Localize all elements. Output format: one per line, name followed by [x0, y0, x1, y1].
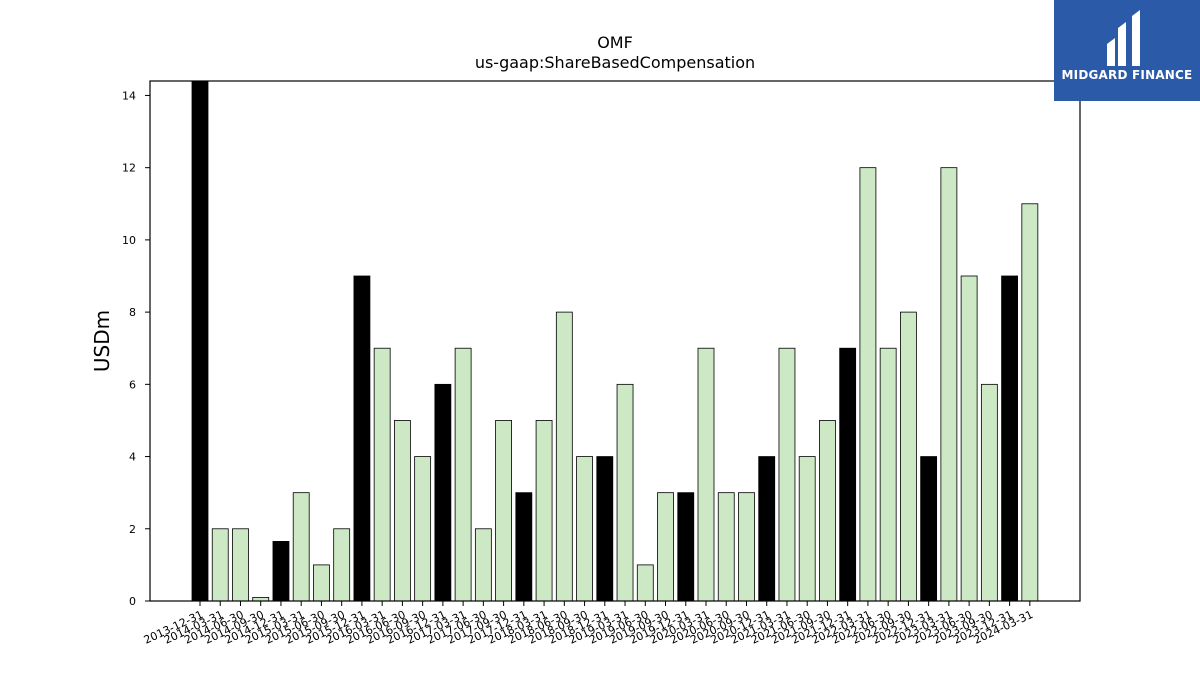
bar-2016-06-30 [393, 420, 411, 602]
bar-2014-12-31 [272, 541, 290, 602]
bar-2013-12-31 [191, 80, 209, 602]
bar-2023-09-30 [980, 383, 998, 602]
bar-2018-06-30 [555, 311, 573, 602]
bar-2015-12-31 [353, 275, 371, 602]
midgard-finance-logo: MIDGARD FINANCE [1054, 0, 1200, 101]
bar-2021-06-30 [798, 456, 816, 602]
bar-2023-12-31 [1001, 275, 1018, 602]
bar-2021-09-30 [819, 420, 836, 602]
bar-2022-06-30 [879, 347, 897, 602]
bar-2017-12-31 [515, 492, 533, 602]
bar-2019-03-31 [616, 383, 634, 602]
bar-2016-03-31 [373, 347, 391, 602]
y-tick-label: 4 [129, 451, 136, 464]
bar-2018-03-31 [535, 420, 553, 602]
bar-2018-09-30 [576, 456, 593, 602]
y-tick-label: 0 [129, 595, 136, 608]
logo-text: MIDGARD FINANCE [1061, 68, 1193, 82]
y-tick-label: 10 [122, 234, 136, 247]
bar-2015-09-30 [333, 528, 351, 602]
bar-2020-06-30 [717, 492, 735, 602]
bar-2016-12-31 [434, 383, 452, 602]
bar-2015-06-30 [313, 564, 330, 602]
bar-2019-06-30 [636, 564, 654, 602]
bar-2022-09-30 [900, 311, 917, 602]
bar-2020-03-31 [697, 347, 715, 602]
y-axis-label: USDm [90, 310, 114, 372]
y-tick-label: 2 [129, 523, 136, 536]
chart-subtitle: us-gaap:ShareBasedCompensation [475, 53, 755, 72]
bar-2021-12-31 [839, 347, 857, 602]
chart-title: OMF [597, 33, 633, 52]
bar-2014-03-31 [211, 528, 229, 602]
y-tick-label: 14 [122, 89, 136, 102]
bar-2014-06-30 [232, 528, 249, 602]
bar-2022-03-31 [859, 167, 877, 602]
bar-2018-12-31 [596, 456, 614, 602]
bar-2017-09-30 [495, 420, 513, 602]
bars-group [191, 80, 1039, 602]
bar-2020-12-31 [758, 456, 776, 602]
bar-2017-03-31 [454, 347, 472, 602]
bar-2024-03-31 [1021, 203, 1039, 602]
bar-2019-09-30 [657, 492, 674, 602]
bar-2023-06-30 [960, 275, 978, 602]
bar-2022-12-31 [920, 456, 938, 602]
y-tick-label: 6 [129, 378, 136, 391]
bar-2021-03-31 [778, 347, 796, 602]
y-axis: 0 2 4 6 8 10 12 14 [122, 89, 150, 608]
bar-2019-12-31 [677, 492, 695, 602]
bar-2023-03-31 [940, 167, 958, 602]
bar-2020-09-30 [738, 492, 755, 602]
bar-2015-03-31 [292, 492, 310, 602]
y-tick-label: 8 [129, 306, 136, 319]
bar-2017-06-30 [474, 528, 492, 602]
x-axis: 2013-12-312014-03-312014-06-302014-09-30… [142, 601, 1035, 647]
y-tick-label: 12 [122, 162, 136, 175]
logo-mark-icon [1107, 10, 1140, 66]
bar-2016-09-30 [414, 456, 432, 602]
plot-frame [149, 80, 1081, 602]
